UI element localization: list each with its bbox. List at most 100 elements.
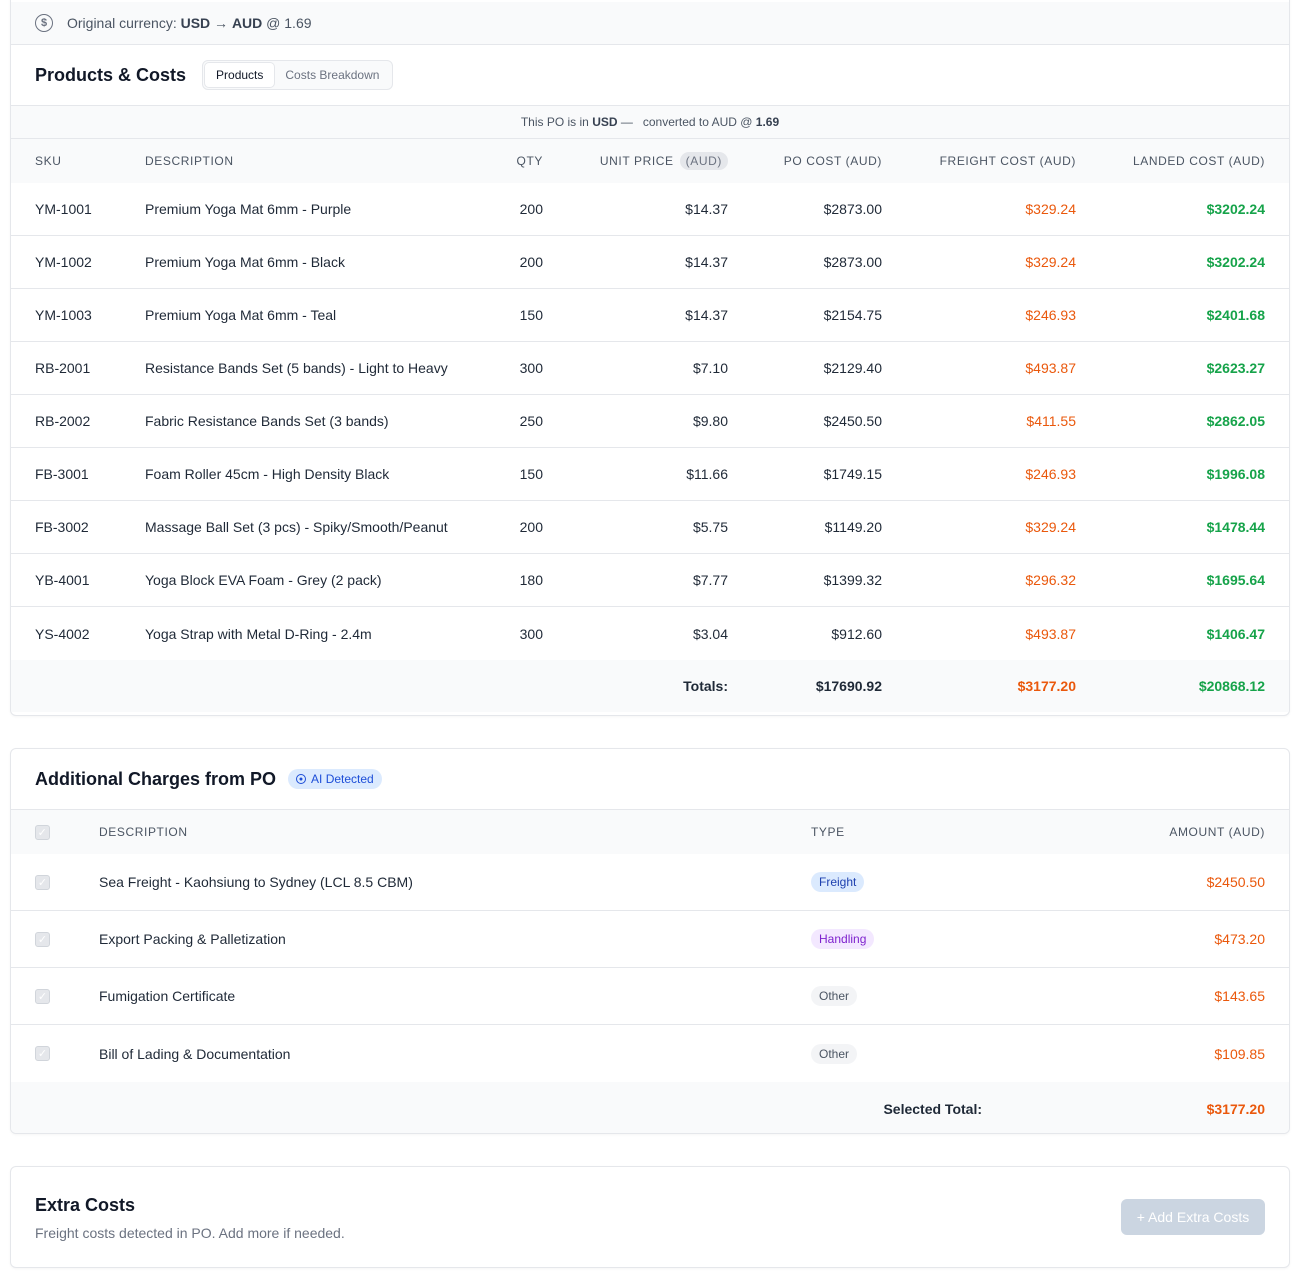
row-unit-price: $14.37 xyxy=(685,307,728,323)
row-unit-price: $9.80 xyxy=(692,413,728,429)
extra-costs-subtitle: Freight costs detected in PO. Add more i… xyxy=(35,1225,345,1241)
row-sku: FB-3001 xyxy=(35,466,89,482)
row-description: Massage Ball Set (3 pcs) - Spiky/Smooth/… xyxy=(145,519,448,535)
totals-landed: $20868.12 xyxy=(1198,678,1265,694)
row-landed-cost: $1695.64 xyxy=(1206,572,1265,588)
row-qty: 150 xyxy=(519,466,543,482)
row-unit-price: $14.37 xyxy=(685,254,728,270)
table-row: YM-1001 Premium Yoga Mat 6mm - Purple 200 $… xyxy=(11,183,1289,236)
checkbox-checked-icon: ✓ xyxy=(35,1046,50,1061)
row-freight-cost: $296.32 xyxy=(1025,572,1076,588)
row-description: Premium Yoga Mat 6mm - Purple xyxy=(145,201,352,217)
tab-products[interactable]: Products xyxy=(205,63,275,87)
tab-costs-breakdown[interactable]: Costs Breakdown xyxy=(285,68,380,82)
charge-amount: $109.85 xyxy=(1214,1045,1265,1062)
row-sku: YB-4001 xyxy=(35,572,90,588)
row-description: Yoga Block EVA Foam - Grey (2 pack) xyxy=(145,572,382,588)
row-unit-price: $14.37 xyxy=(685,201,728,217)
row-description: Resistance Bands Set (5 bands) - Light t… xyxy=(145,360,448,376)
checkbox-checked-icon: ✓ xyxy=(35,874,50,890)
col-qty: QTY xyxy=(516,154,543,168)
row-sku: FB-3002 xyxy=(35,519,89,535)
currency-rate: @ 1.69 xyxy=(266,15,312,31)
currency-from: USD xyxy=(180,15,211,31)
row-qty: 200 xyxy=(519,519,543,535)
row-qty: 300 xyxy=(519,360,543,376)
add-extra-costs-button[interactable]: + Add Extra Costs xyxy=(1121,1199,1265,1235)
row-sku: YM-1001 xyxy=(35,201,92,217)
row-qty: 150 xyxy=(519,307,543,323)
col-charge-amount: AMOUNT (AUD) xyxy=(1169,825,1265,839)
col-po-cost: PO COST (AUD) xyxy=(783,154,882,168)
col-unit-price-currency-pill: (AUD) xyxy=(679,152,728,170)
charge-type-cell: Handling xyxy=(811,911,875,967)
po-note-dash: — xyxy=(620,115,633,129)
col-landed-cost: LANDED COST (AUD) xyxy=(1133,154,1265,168)
row-freight-cost: $493.87 xyxy=(1025,360,1076,376)
totals-po-cost: $17690.92 xyxy=(815,678,882,694)
table-row: YM-1003 Premium Yoga Mat 6mm - Teal 150 $14… xyxy=(11,289,1289,342)
charge-type-tag: Other xyxy=(811,986,858,1006)
col-charge-description: DESCRIPTION xyxy=(99,825,188,839)
row-po-cost: $1749.15 xyxy=(823,466,882,482)
row-description: Fabric Resistance Bands Set (3 bands) xyxy=(145,413,389,429)
ai-detected-badge: ● AI Detected xyxy=(288,769,382,789)
row-landed-cost: $2623.27 xyxy=(1206,360,1265,376)
table-row: RB-2002 Fabric Resistance Bands Set (3 ba… xyxy=(11,395,1289,448)
row-qty: 250 xyxy=(519,413,543,429)
ai-detected-icon: ● xyxy=(296,774,307,784)
row-sku: YM-1003 xyxy=(35,307,92,323)
col-description: DESCRIPTION xyxy=(145,154,234,168)
charge-checkbox[interactable]: ✓ xyxy=(35,968,50,1024)
charge-type-cell: Other xyxy=(811,968,858,1024)
selected-total-value: $3177.20 xyxy=(1206,1100,1265,1117)
row-unit-price: $7.10 xyxy=(692,360,728,376)
row-freight-cost: $329.24 xyxy=(1025,254,1076,270)
row-sku: YS-4002 xyxy=(35,625,90,642)
row-sku: YM-1002 xyxy=(35,254,92,270)
charges-table-header: ✓ DESCRIPTION TYPE AMOUNT (AUD) xyxy=(11,810,1289,854)
po-note-converted: converted to AUD @ xyxy=(642,115,753,129)
row-sku: RB-2002 xyxy=(35,413,91,429)
totals-label: Totals: xyxy=(683,678,728,694)
selected-total-label: Selected Total: xyxy=(883,1100,982,1117)
checkbox-checked-icon: ✓ xyxy=(35,931,50,947)
charge-amount: $473.20 xyxy=(1214,931,1265,947)
charges-card-header: Additional Charges from PO ● AI Detected xyxy=(11,749,1289,810)
row-po-cost: $2450.50 xyxy=(823,413,882,429)
checkbox-checked-icon: ✓ xyxy=(35,824,50,840)
charge-description: Fumigation Certificate xyxy=(99,988,236,1004)
charge-row: ✓ Sea Freight - Kaohsiung to Sydney (LCL … xyxy=(11,854,1289,911)
row-sku: RB-2001 xyxy=(35,360,91,376)
additional-charges-card: Additional Charges from PO ● AI Detected… xyxy=(10,748,1290,1134)
col-sku: SKU xyxy=(35,154,62,168)
currency-arrow: → xyxy=(214,15,229,31)
po-currency-note: This PO is in USD — converted to AUD @ 1… xyxy=(11,106,1289,139)
row-freight-cost: $246.93 xyxy=(1025,307,1076,323)
col-unit-price-label: UNIT PRICE xyxy=(599,154,674,168)
charge-amount: $143.65 xyxy=(1214,988,1265,1004)
row-po-cost: $2129.40 xyxy=(823,360,882,376)
po-note-rate: 1.69 xyxy=(755,115,780,129)
table-row: YS-4002 Yoga Strap with Metal D-Ring - 2.… xyxy=(11,607,1289,660)
charges-card-title: Additional Charges from PO xyxy=(35,768,277,789)
table-row: RB-2001 Resistance Bands Set (5 bands) - … xyxy=(11,342,1289,395)
charge-checkbox[interactable]: ✓ xyxy=(35,854,50,910)
row-qty: 300 xyxy=(519,625,543,642)
products-card-header: Products & Costs Products Costs Breakdow… xyxy=(11,45,1289,106)
charge-type-tag: Freight xyxy=(811,872,865,892)
select-all-checkbox[interactable]: ✓ xyxy=(35,810,50,854)
charge-checkbox[interactable]: ✓ xyxy=(35,1025,50,1082)
row-po-cost: $1149.20 xyxy=(824,519,882,535)
po-note-currency: USD xyxy=(592,115,618,129)
row-unit-price: $11.66 xyxy=(686,466,728,482)
row-qty: 200 xyxy=(519,254,543,270)
table-row: YB-4001 Yoga Block EVA Foam - Grey (2 pac… xyxy=(11,554,1289,607)
charge-row: ✓ Bill of Lading & Documentation Other $109… xyxy=(11,1025,1289,1082)
charge-description: Bill of Lading & Documentation xyxy=(99,1045,291,1062)
charge-type-cell: Freight xyxy=(811,854,865,910)
row-landed-cost: $1996.08 xyxy=(1206,466,1265,482)
row-unit-price: $5.75 xyxy=(692,519,728,535)
charge-checkbox[interactable]: ✓ xyxy=(35,911,50,967)
row-po-cost: $2154.75 xyxy=(823,307,882,323)
